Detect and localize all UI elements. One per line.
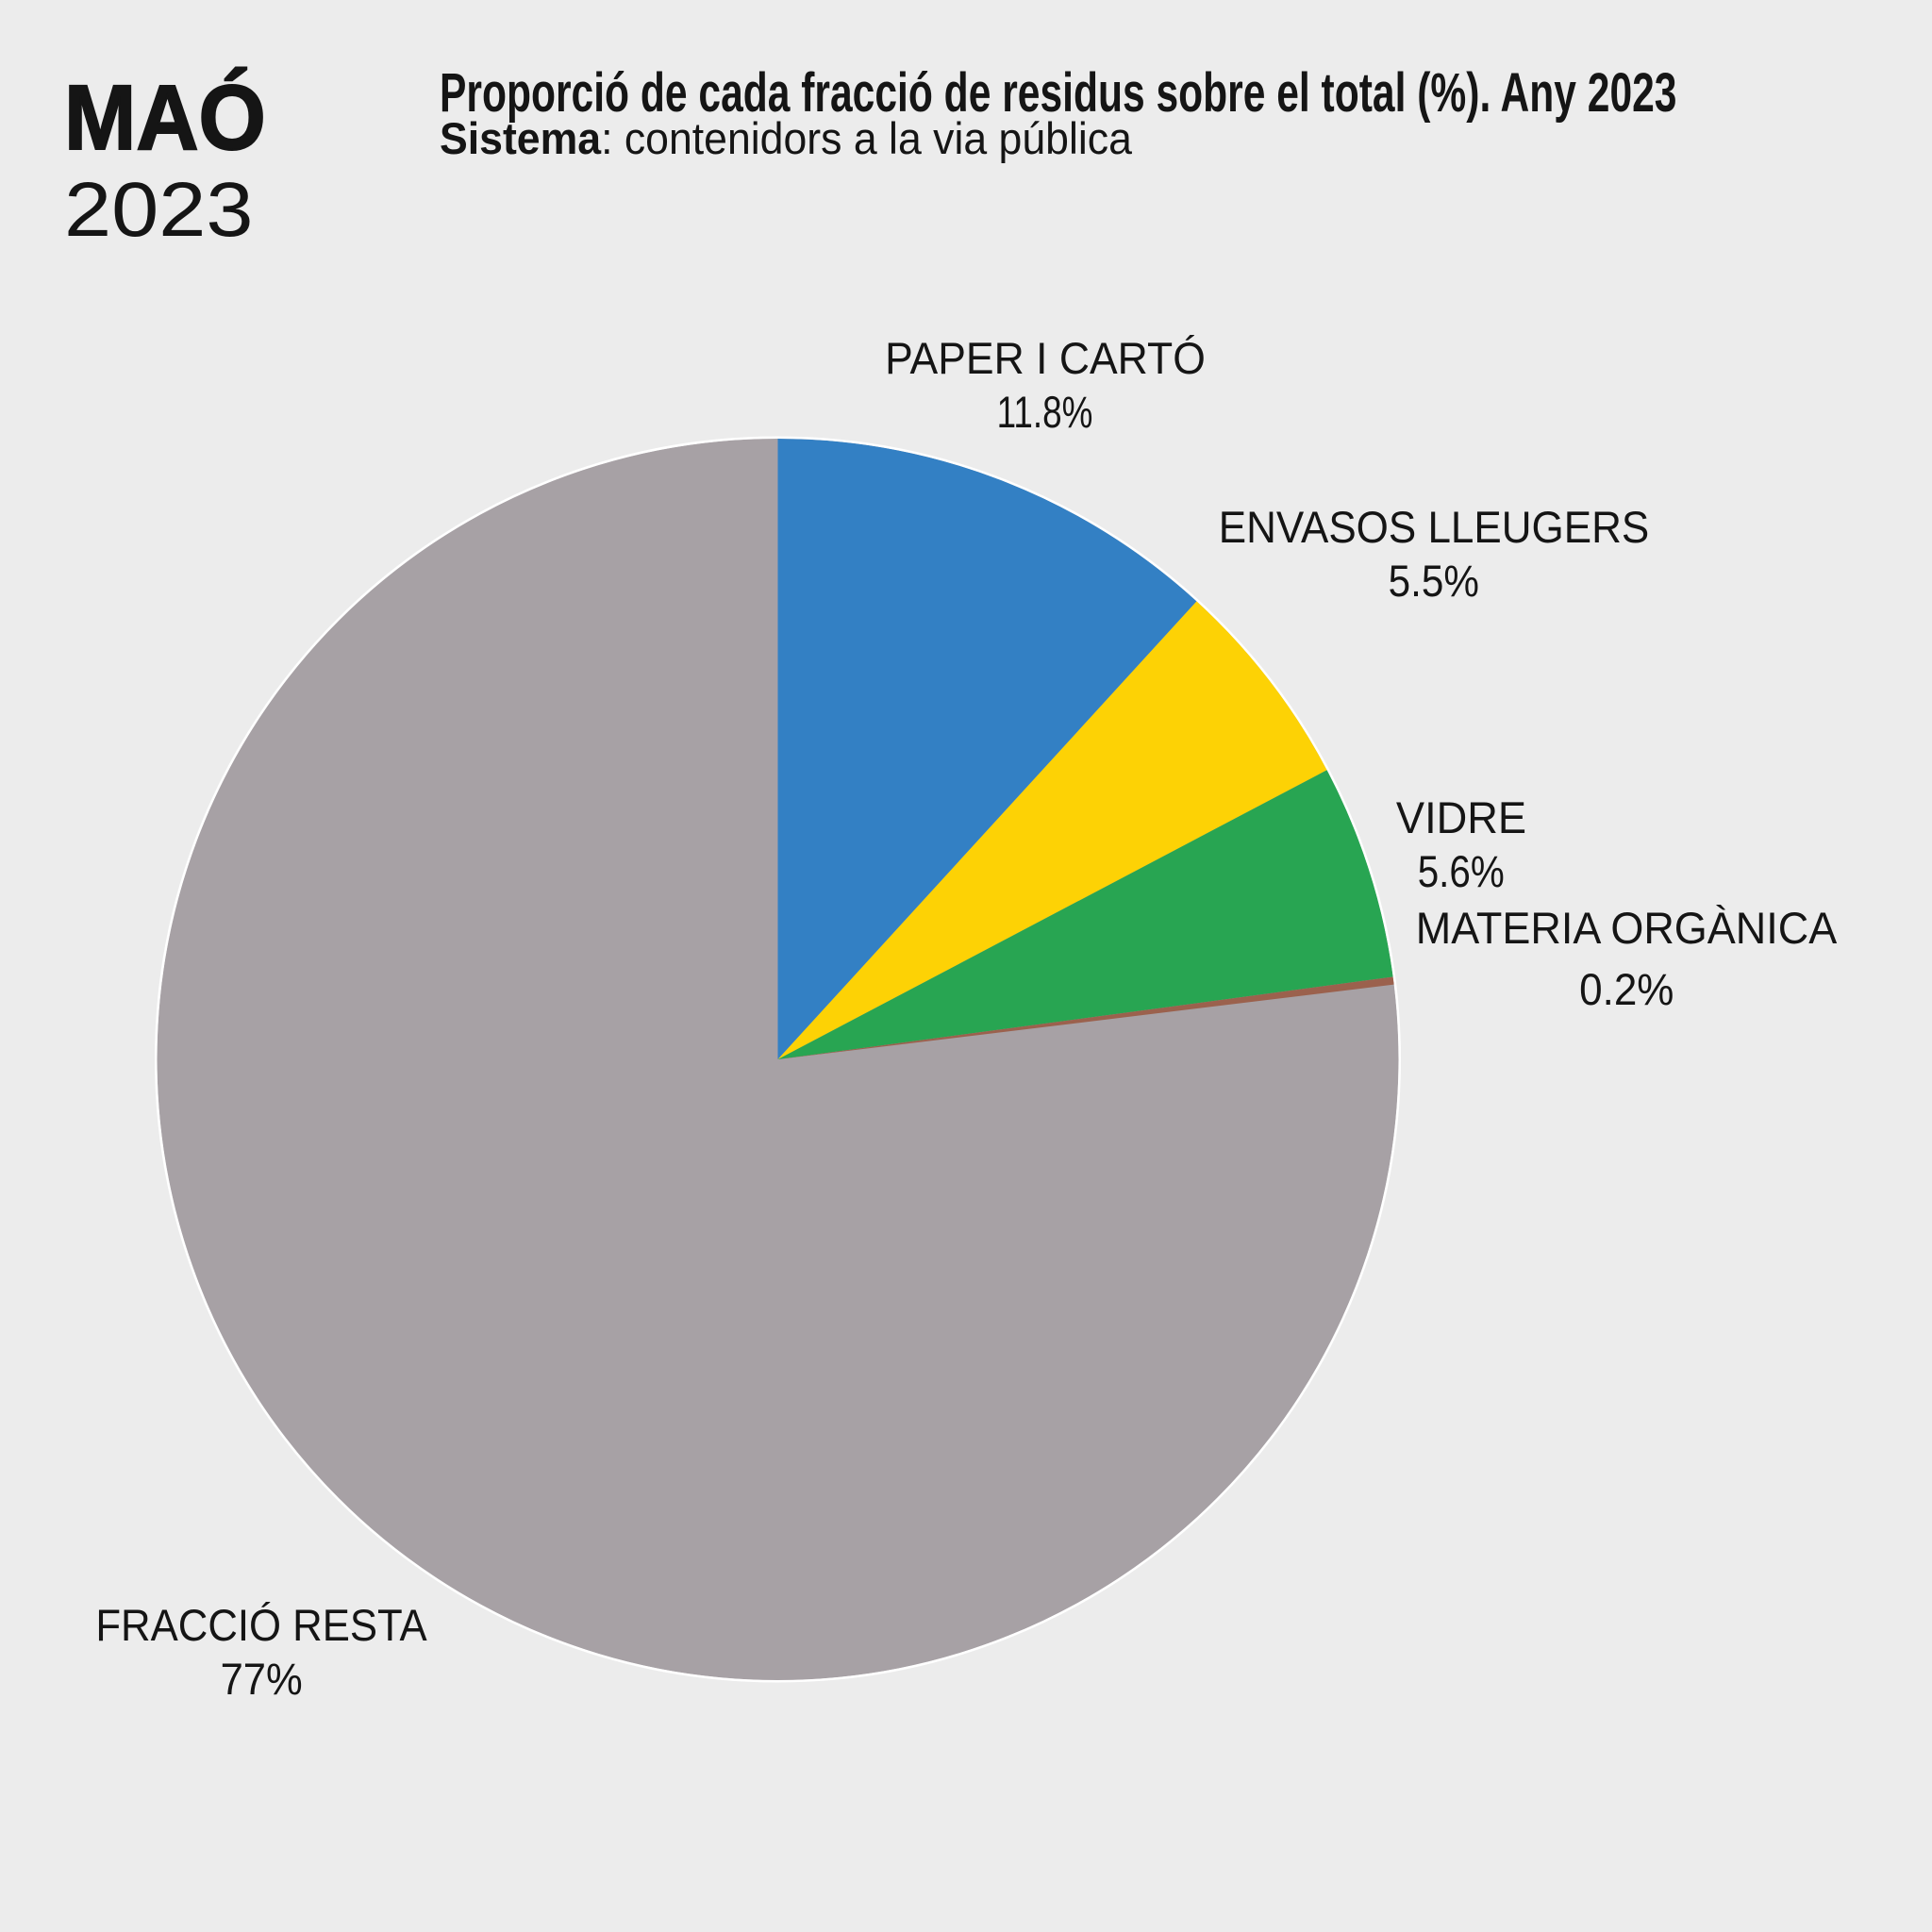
chart-subtitle-rest: : contenidors a la via pública xyxy=(601,114,1132,165)
slice-label-envasos-lleugers: ENVASOS LLEUGERS 5.5% xyxy=(1204,500,1664,608)
pie-slice-0 xyxy=(777,439,1197,1059)
pie-slice-1 xyxy=(777,601,1327,1059)
pie-outline xyxy=(155,436,1401,1683)
pie-slice-3 xyxy=(777,976,1394,1059)
chart-subtitle: Sistema: contenidors a la via pública xyxy=(440,117,1132,162)
slice-name: MATERIA ORGÀNICA xyxy=(1415,903,1838,953)
chart-title: Proporció de cada fracció de residus sob… xyxy=(440,62,1677,125)
slice-value: 11.8% xyxy=(997,387,1093,437)
brand-municipality: MAÓ xyxy=(63,66,267,169)
slice-label-vidre: VIDRE 5.6% xyxy=(1393,791,1529,898)
slice-label-fraccio-resta: FRACCIÓ RESTA 77% xyxy=(83,1598,440,1706)
slice-name: ENVASOS LLEUGERS xyxy=(1218,502,1650,552)
slice-value: 77% xyxy=(220,1654,303,1704)
slice-name: FRACCIÓ RESTA xyxy=(95,1600,427,1650)
chart-subtitle-label: Sistema xyxy=(440,114,602,165)
slice-value: 5.6% xyxy=(1417,846,1506,896)
pie-slice-2 xyxy=(777,770,1393,1059)
slice-name: PAPER I CARTÓ xyxy=(885,333,1206,383)
slice-label-materia-organica: MATERIA ORGÀNICA 0.2% xyxy=(1407,901,1847,1016)
slice-name: VIDRE xyxy=(1395,792,1527,842)
slice-label-paper-i-carto: PAPER I CARTÓ 11.8% xyxy=(876,331,1215,439)
brand-year: 2023 xyxy=(64,167,254,253)
slice-value: 5.5% xyxy=(1388,556,1480,606)
slice-value: 0.2% xyxy=(1578,964,1674,1014)
